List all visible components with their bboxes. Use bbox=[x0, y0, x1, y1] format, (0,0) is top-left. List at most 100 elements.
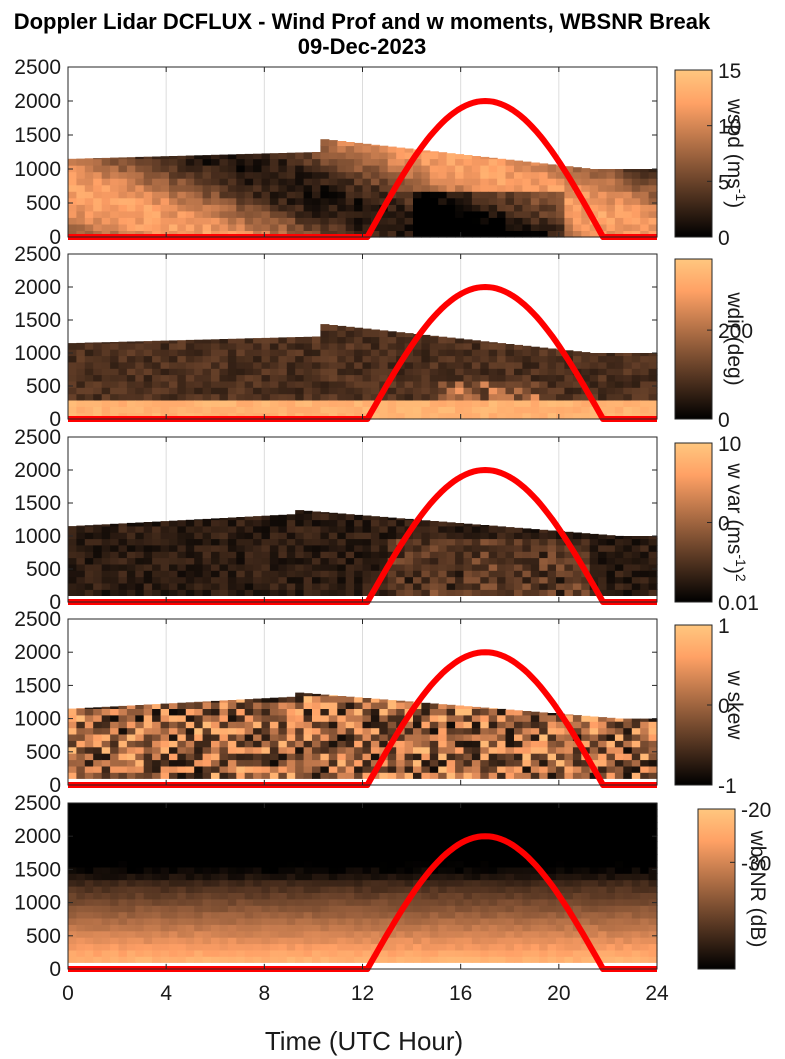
colorbar-tick-label: 0 bbox=[718, 513, 730, 536]
heatmap-cell bbox=[269, 355, 279, 363]
heatmap-cell bbox=[135, 708, 145, 716]
heatmap-cell bbox=[84, 223, 94, 231]
heatmap-cell bbox=[362, 714, 372, 722]
heatmap-cell bbox=[295, 692, 305, 697]
heatmap-cell bbox=[118, 937, 128, 945]
heatmap-cell bbox=[556, 393, 565, 401]
heatmap-cell bbox=[244, 873, 254, 881]
heatmap-cell bbox=[286, 171, 296, 179]
heatmap-cell bbox=[362, 532, 372, 540]
heatmap-cell bbox=[606, 740, 616, 748]
heatmap-cell bbox=[438, 563, 448, 571]
heatmap-cell bbox=[227, 557, 237, 565]
heatmap-cell bbox=[446, 393, 456, 401]
heatmap-cell bbox=[614, 727, 624, 735]
heatmap-cell bbox=[110, 197, 120, 205]
heatmap-cell bbox=[514, 171, 523, 179]
heatmap-cell bbox=[110, 538, 120, 546]
heatmap-cell bbox=[345, 822, 355, 830]
heatmap-cell bbox=[598, 380, 608, 388]
heatmap-cell bbox=[177, 355, 187, 363]
heatmap-cell bbox=[303, 733, 313, 741]
heatmap-cell bbox=[345, 866, 355, 874]
heatmap-cell bbox=[429, 557, 439, 565]
heatmap-cell bbox=[143, 956, 153, 963]
heatmap-cell bbox=[185, 380, 195, 388]
heatmap-cell bbox=[328, 924, 338, 932]
heatmap-cell bbox=[110, 937, 120, 945]
heatmap-cell bbox=[429, 708, 439, 716]
heatmap-cell bbox=[202, 518, 212, 521]
heatmap-cell bbox=[312, 708, 321, 716]
heatmap-cell bbox=[556, 171, 565, 179]
heatmap-cell bbox=[404, 721, 414, 729]
heatmap-cell bbox=[126, 380, 136, 388]
heatmap-cell bbox=[278, 355, 288, 363]
heatmap-cell bbox=[488, 727, 498, 735]
heatmap-cell bbox=[337, 165, 347, 173]
heatmap-cell bbox=[194, 544, 204, 552]
heatmap-cell bbox=[337, 847, 347, 855]
heatmap-cell bbox=[194, 589, 204, 596]
heatmap-cell bbox=[387, 519, 397, 527]
heatmap-cell bbox=[135, 924, 145, 932]
heatmap-cell bbox=[421, 217, 431, 225]
heatmap-cell bbox=[202, 860, 212, 868]
heatmap-cell bbox=[227, 223, 237, 231]
heatmap-cell bbox=[202, 532, 212, 540]
heatmap-cell bbox=[413, 815, 422, 823]
heatmap-cell bbox=[320, 551, 330, 559]
heatmap-cell bbox=[93, 158, 103, 160]
heatmap-cell bbox=[244, 576, 254, 584]
heatmap-cell bbox=[404, 400, 414, 407]
heatmap-cell bbox=[152, 847, 162, 855]
heatmap-cell bbox=[227, 380, 237, 388]
heatmap-cell bbox=[160, 822, 170, 830]
heatmap-cell bbox=[354, 393, 364, 401]
heatmap-cell bbox=[93, 708, 103, 716]
heatmap-cell bbox=[429, 949, 439, 957]
heatmap-cell bbox=[387, 576, 397, 584]
heatmap-cell bbox=[84, 707, 94, 709]
heatmap-cell bbox=[244, 178, 254, 186]
heatmap-cell bbox=[93, 911, 103, 919]
heatmap-cell bbox=[211, 557, 220, 565]
heatmap-cell bbox=[623, 361, 633, 369]
heatmap-cell bbox=[606, 393, 616, 401]
heatmap-cell bbox=[169, 822, 178, 830]
heatmap-cell bbox=[93, 803, 103, 810]
heatmap-cell bbox=[76, 834, 86, 842]
heatmap-cell bbox=[177, 892, 187, 900]
heatmap-cell bbox=[345, 368, 355, 376]
heatmap-cell bbox=[126, 873, 136, 881]
heatmap-cell bbox=[387, 349, 397, 357]
heatmap-cell bbox=[598, 551, 608, 559]
heatmap-cell bbox=[370, 171, 380, 179]
heatmap-cell bbox=[135, 583, 145, 590]
heatmap-cell bbox=[101, 733, 111, 741]
heatmap-cell bbox=[572, 532, 582, 540]
heatmap-cell bbox=[598, 353, 608, 357]
heatmap-cell bbox=[244, 905, 254, 913]
heatmap-cell bbox=[312, 342, 321, 350]
heatmap-cell bbox=[396, 949, 406, 957]
heatmap-cell bbox=[236, 772, 246, 779]
heatmap-cell bbox=[84, 342, 94, 344]
heatmap-cell bbox=[497, 911, 507, 919]
heatmap-cell bbox=[110, 406, 120, 414]
heatmap-cell bbox=[84, 165, 94, 173]
heatmap-cell bbox=[236, 905, 246, 913]
heatmap-cell bbox=[253, 702, 263, 709]
heatmap-cell bbox=[236, 570, 246, 578]
heatmap-cell bbox=[446, 171, 456, 179]
heatmap-cell bbox=[152, 740, 162, 748]
heatmap-cell bbox=[354, 223, 364, 231]
heatmap-cell bbox=[286, 753, 296, 761]
heatmap-cell bbox=[413, 733, 422, 741]
heatmap-cell bbox=[328, 538, 338, 546]
heatmap-cell bbox=[370, 191, 380, 199]
heatmap-cell bbox=[455, 924, 465, 932]
heatmap-cell bbox=[370, 519, 380, 527]
heatmap-cell bbox=[177, 191, 187, 199]
heatmap-cell bbox=[135, 380, 145, 388]
